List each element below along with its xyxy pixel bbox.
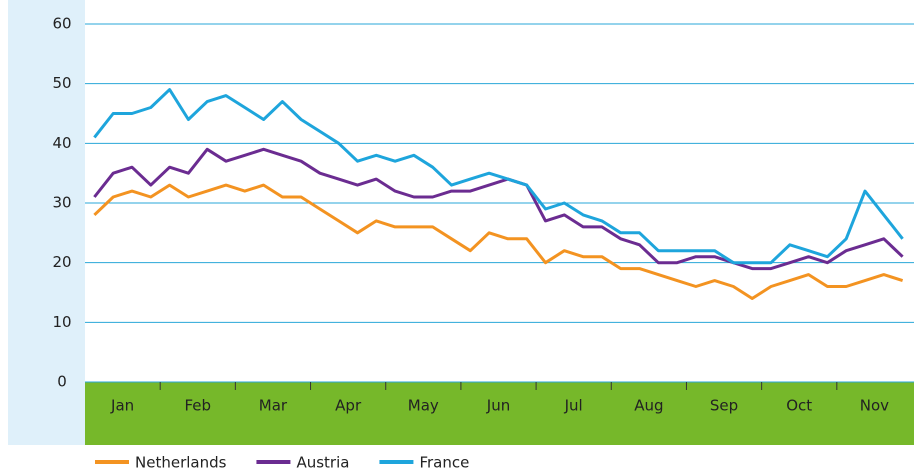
x-tick-label: Mar bbox=[259, 397, 288, 415]
line bbox=[93, 88, 904, 265]
legend-label: Austria bbox=[296, 454, 349, 472]
y-tick-label: 40 bbox=[52, 134, 71, 152]
y-tick-label: 0 bbox=[57, 373, 67, 391]
x-tick-label: Aug bbox=[634, 397, 663, 415]
x-axis-band bbox=[85, 382, 914, 445]
x-tick-label: Sep bbox=[710, 397, 738, 415]
y-tick-label: 30 bbox=[52, 194, 71, 212]
x-tick-label: Oct bbox=[786, 397, 812, 415]
x-tick-label: Jan bbox=[110, 397, 134, 415]
y-tick-label: 10 bbox=[52, 313, 71, 331]
x-tick-label: May bbox=[408, 397, 439, 415]
x-tick-label: Feb bbox=[184, 397, 211, 415]
y-tick-label: 20 bbox=[52, 253, 71, 271]
x-tick-label: Jul bbox=[564, 397, 583, 415]
y-tick-label: 50 bbox=[52, 74, 71, 92]
legend-label: Netherlands bbox=[135, 454, 227, 472]
legend-label: France bbox=[419, 454, 469, 472]
y-axis-panel bbox=[8, 0, 85, 445]
x-tick-label: Apr bbox=[335, 397, 362, 415]
x-tick-label: Jun bbox=[486, 397, 510, 415]
line bbox=[93, 183, 904, 300]
line bbox=[93, 147, 904, 271]
x-tick-label: Nov bbox=[860, 397, 889, 415]
y-tick-label: 60 bbox=[52, 15, 71, 33]
